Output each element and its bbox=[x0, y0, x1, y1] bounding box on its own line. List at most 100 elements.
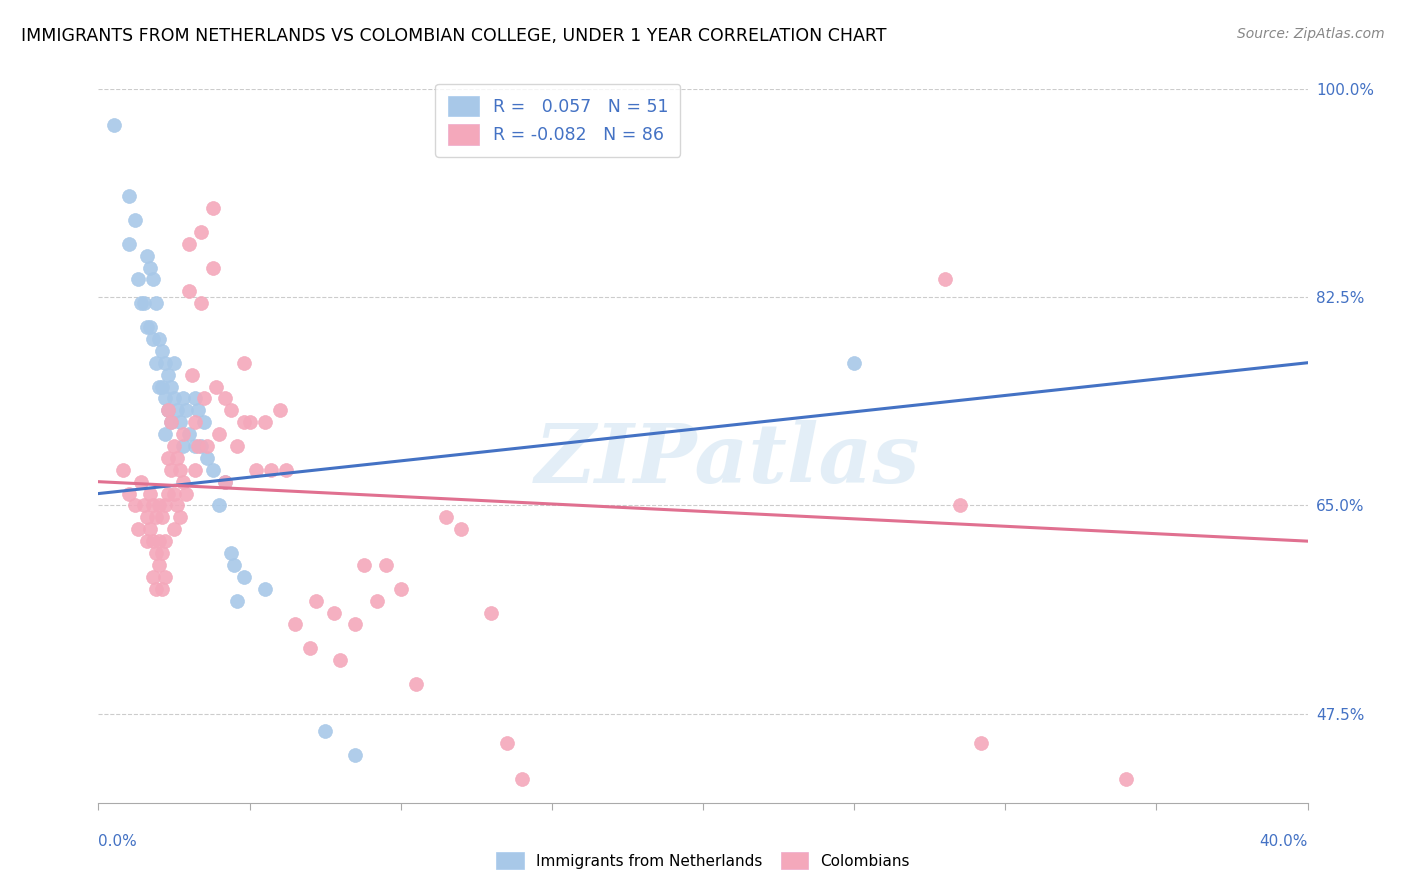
Point bbox=[148, 534, 170, 549]
Point bbox=[148, 499, 170, 513]
Text: 40.0%: 40.0% bbox=[1260, 834, 1308, 849]
Point bbox=[232, 570, 254, 584]
Point bbox=[166, 499, 188, 513]
Point bbox=[142, 332, 165, 346]
Point bbox=[150, 582, 173, 596]
Point bbox=[434, 510, 457, 524]
Point bbox=[239, 415, 262, 429]
Point bbox=[129, 475, 152, 489]
Point bbox=[169, 510, 191, 524]
Point bbox=[214, 392, 236, 406]
Point bbox=[153, 427, 176, 442]
Point bbox=[314, 724, 336, 739]
Legend: Immigrants from Netherlands, Colombians: Immigrants from Netherlands, Colombians bbox=[491, 846, 915, 875]
Point bbox=[187, 439, 209, 453]
Point bbox=[166, 403, 188, 417]
Point bbox=[172, 475, 194, 489]
Point bbox=[150, 343, 173, 358]
Point bbox=[344, 617, 367, 632]
Point bbox=[284, 617, 307, 632]
Point bbox=[153, 570, 176, 584]
Point bbox=[205, 379, 228, 393]
Point bbox=[495, 736, 517, 750]
Point bbox=[132, 499, 155, 513]
Point bbox=[139, 522, 162, 536]
Text: ZIPatlas: ZIPatlas bbox=[534, 420, 920, 500]
Text: IMMIGRANTS FROM NETHERLANDS VS COLOMBIAN COLLEGE, UNDER 1 YEAR CORRELATION CHART: IMMIGRANTS FROM NETHERLANDS VS COLOMBIAN… bbox=[21, 27, 887, 45]
Point bbox=[132, 296, 155, 310]
Point bbox=[374, 558, 396, 572]
Point bbox=[208, 499, 231, 513]
Point bbox=[111, 463, 134, 477]
Point bbox=[232, 356, 254, 370]
Point bbox=[202, 463, 225, 477]
Point bbox=[193, 415, 215, 429]
Point bbox=[142, 499, 165, 513]
Point bbox=[844, 356, 866, 370]
Point bbox=[150, 510, 173, 524]
Point bbox=[135, 534, 157, 549]
Point bbox=[156, 403, 179, 417]
Point bbox=[366, 593, 388, 607]
Point bbox=[145, 582, 167, 596]
Point bbox=[135, 320, 157, 334]
Point bbox=[934, 272, 956, 286]
Point bbox=[142, 570, 165, 584]
Point bbox=[245, 463, 267, 477]
Point bbox=[226, 439, 249, 453]
Point bbox=[163, 486, 186, 500]
Point bbox=[232, 415, 254, 429]
Point bbox=[160, 415, 183, 429]
Point bbox=[129, 296, 152, 310]
Point bbox=[169, 463, 191, 477]
Point bbox=[970, 736, 993, 750]
Point bbox=[124, 213, 146, 227]
Point bbox=[481, 606, 503, 620]
Point bbox=[353, 558, 375, 572]
Point bbox=[405, 677, 427, 691]
Point bbox=[344, 748, 367, 763]
Point bbox=[184, 439, 207, 453]
Point bbox=[127, 522, 149, 536]
Point bbox=[166, 450, 188, 465]
Point bbox=[150, 379, 173, 393]
Point bbox=[181, 368, 204, 382]
Point bbox=[139, 486, 162, 500]
Point bbox=[139, 320, 162, 334]
Point bbox=[145, 510, 167, 524]
Point bbox=[226, 593, 249, 607]
Point bbox=[202, 260, 225, 275]
Point bbox=[221, 546, 243, 560]
Point bbox=[179, 236, 201, 251]
Point bbox=[184, 392, 207, 406]
Point bbox=[190, 439, 212, 453]
Point bbox=[148, 332, 170, 346]
Point bbox=[153, 499, 176, 513]
Text: 0.0%: 0.0% bbox=[98, 834, 138, 849]
Point bbox=[153, 392, 176, 406]
Point bbox=[142, 534, 165, 549]
Point bbox=[153, 356, 176, 370]
Point bbox=[329, 653, 352, 667]
Point bbox=[1115, 772, 1137, 786]
Point bbox=[163, 522, 186, 536]
Point bbox=[305, 593, 328, 607]
Point bbox=[148, 558, 170, 572]
Point bbox=[127, 272, 149, 286]
Point bbox=[145, 356, 167, 370]
Point bbox=[323, 606, 346, 620]
Point bbox=[299, 641, 322, 656]
Point bbox=[510, 772, 533, 786]
Point bbox=[174, 486, 197, 500]
Point bbox=[187, 403, 209, 417]
Point bbox=[163, 392, 186, 406]
Point bbox=[190, 296, 212, 310]
Point bbox=[160, 379, 183, 393]
Point bbox=[153, 534, 176, 549]
Point bbox=[156, 450, 179, 465]
Point bbox=[224, 558, 246, 572]
Point bbox=[260, 463, 283, 477]
Point bbox=[156, 486, 179, 500]
Point bbox=[139, 260, 162, 275]
Point bbox=[118, 189, 141, 203]
